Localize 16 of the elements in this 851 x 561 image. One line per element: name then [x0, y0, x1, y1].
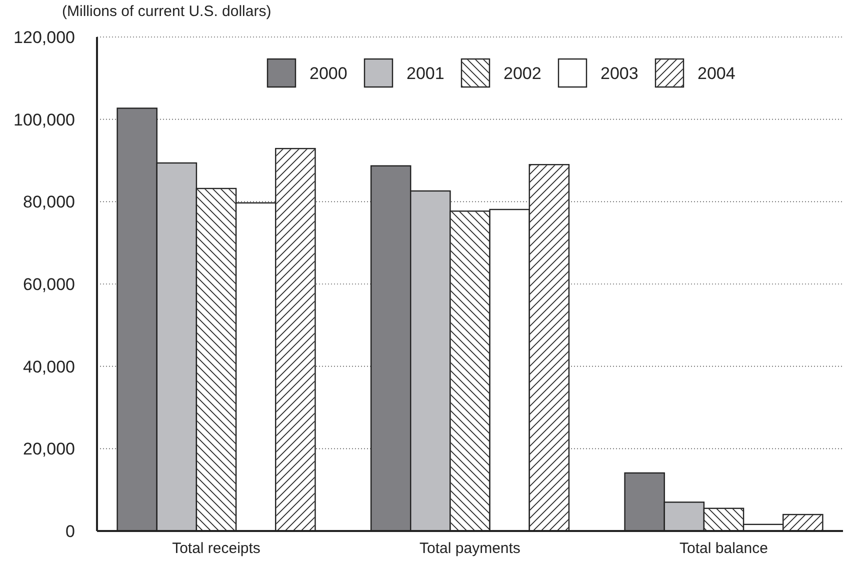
x-tick-label: Total balance [680, 540, 768, 557]
y-tick-label: 0 [66, 522, 75, 541]
y-axis-title: (Millions of current U.S. dollars) [62, 3, 272, 20]
y-tick-label: 40,000 [23, 357, 75, 376]
y-tick-label: 100,000 [14, 110, 75, 130]
legend-label: 2001 [406, 64, 444, 83]
x-tick-label: Total receipts [172, 540, 260, 557]
legend-label: 2004 [698, 64, 736, 83]
x-tick-label: Total payments [420, 540, 520, 557]
y-tick-label: 60,000 [23, 274, 75, 294]
legend-label: 2000 [310, 64, 348, 83]
y-tick-label: 80,000 [23, 192, 75, 212]
y-tick-label: 120,000 [14, 28, 75, 47]
legend-label: 2002 [504, 64, 542, 83]
legend-label: 2003 [600, 64, 638, 83]
y-tick-label: 20,000 [23, 440, 75, 459]
